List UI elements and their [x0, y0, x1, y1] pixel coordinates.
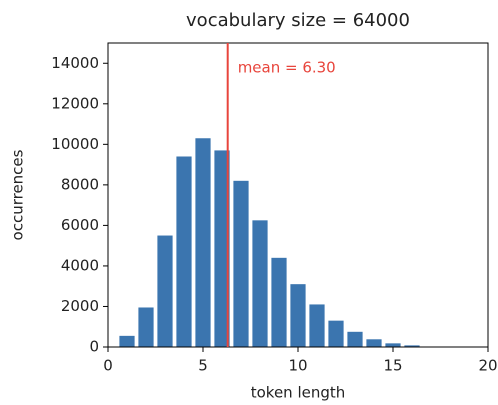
bar — [195, 138, 211, 347]
bar — [119, 335, 135, 347]
bar — [176, 156, 192, 347]
x-tick-label: 10 — [288, 357, 307, 375]
y-tick-label: 14000 — [51, 54, 99, 72]
bar — [385, 343, 401, 347]
bar — [366, 339, 382, 347]
y-axis-label: occurrences — [9, 149, 27, 240]
bar — [252, 220, 268, 347]
bar — [309, 304, 325, 347]
y-tick-label: 0 — [89, 338, 99, 356]
bar — [138, 307, 154, 347]
bar — [347, 331, 363, 347]
y-tick-label: 10000 — [51, 135, 99, 153]
bar — [328, 320, 344, 347]
y-tick-label: 12000 — [51, 94, 99, 112]
x-tick-label: 20 — [478, 357, 497, 375]
x-tick-label: 0 — [103, 357, 113, 375]
x-tick-label: 15 — [383, 357, 402, 375]
y-tick-label: 8000 — [61, 175, 99, 193]
bar — [290, 284, 306, 347]
y-tick-label: 4000 — [61, 256, 99, 274]
bar — [233, 180, 249, 347]
bar — [404, 345, 420, 347]
x-tick-label: 5 — [198, 357, 208, 375]
y-tick-label: 6000 — [61, 216, 99, 234]
chart-title: vocabulary size = 64000 — [186, 10, 410, 31]
plot-frame — [107, 42, 489, 348]
bar — [271, 257, 287, 347]
mean-label: mean = 6.30 — [238, 59, 336, 77]
y-tick-label: 2000 — [61, 297, 99, 315]
bar — [214, 150, 230, 347]
bar — [157, 235, 173, 347]
x-axis-label: token length — [251, 384, 346, 402]
